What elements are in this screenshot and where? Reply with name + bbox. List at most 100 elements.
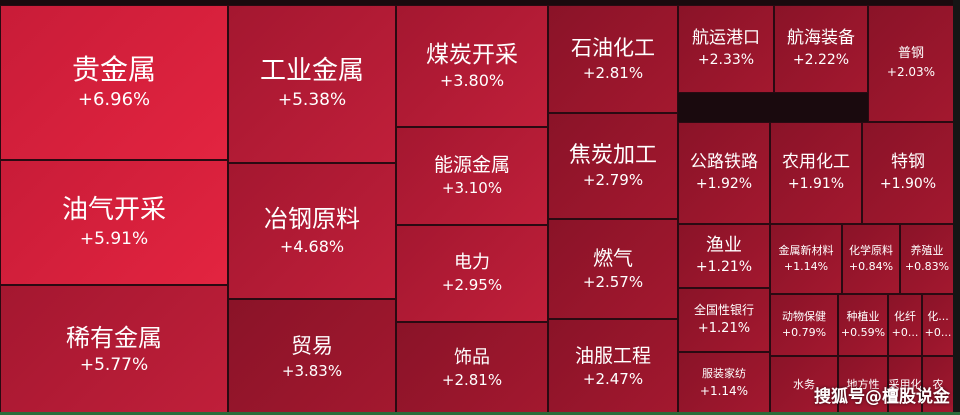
treemap-cell: 工业金属 +5.38%: [228, 5, 396, 163]
treemap-cell: 农: [922, 356, 954, 415]
treemap-cell-name: 燃气: [593, 246, 633, 270]
treemap-cell: 渔业 +1.21%: [678, 224, 770, 288]
treemap-cell-name: 金属新材料: [778, 243, 834, 257]
treemap-cell-value: +2.33%: [697, 51, 755, 68]
treemap-cell-name: 公路铁路: [690, 152, 758, 173]
treemap-cell-value: +1.14%: [783, 260, 829, 274]
treemap-cell-value: +6.96%: [77, 89, 151, 111]
treemap-cell-value: +2.81%: [441, 371, 503, 390]
treemap-cell-value: +0.59%: [840, 326, 886, 340]
treemap-cell: 服装家纺 +1.14%: [678, 352, 770, 415]
treemap-cell: 养殖业 +0.83%: [900, 224, 954, 294]
treemap-cell: 饰品 +2.81%: [396, 322, 548, 415]
treemap-cell-value: +1.92%: [695, 175, 753, 192]
treemap-cell-value: +5.77%: [79, 355, 149, 376]
treemap-cell: 能源金属 +3.10%: [396, 127, 548, 225]
treemap-cell-value: +2.47%: [582, 370, 644, 389]
treemap-cell-name: 油气开采: [61, 194, 166, 225]
treemap-cell-name: 农: [932, 378, 944, 392]
treemap-cell-name: 能源金属: [433, 153, 510, 176]
treemap-cell-name: 航运港口: [692, 28, 760, 49]
treemap-cell-name: 贸易: [291, 334, 333, 359]
treemap-cell-name: 普钢: [897, 46, 924, 62]
treemap-cell-name: 养殖业: [910, 243, 944, 257]
treemap-cell-value: +2.81%: [582, 63, 644, 82]
treemap-cell: 农用化工 +1.91%: [770, 122, 862, 224]
treemap-cell: 焦炭加工 +2.79%: [548, 113, 678, 219]
treemap-cell: 稀有金属 +5.77%: [0, 285, 228, 415]
treemap-cell-value: +3.83%: [281, 361, 343, 380]
treemap-cell-value: +0.84%: [848, 260, 894, 274]
treemap-cell-name: 煤炭开采: [426, 41, 518, 68]
treemap-cell-name: 贵金属: [71, 53, 156, 87]
treemap-cell: 化纤 +0...: [888, 294, 922, 356]
treemap-cell-value: +2.03%: [886, 65, 936, 80]
treemap-cell: 金属新材料 +1.14%: [770, 224, 842, 294]
treemap-cell-name: 特钢: [891, 152, 925, 173]
treemap-cell: 航海装备 +2.22%: [774, 5, 868, 93]
bottom-edge: [0, 412, 960, 415]
treemap-cell-value: +4.68%: [279, 236, 345, 256]
treemap-cell-name: 饰品: [454, 346, 490, 368]
treemap-cell-name: 工业金属: [259, 56, 364, 87]
treemap-cell-value: +3.10%: [441, 179, 503, 198]
treemap-cell-name: 渔业: [706, 234, 742, 256]
treemap-cell-name: 化纤: [894, 309, 916, 323]
treemap-cell-value: +1.21%: [697, 320, 751, 336]
treemap-cell-name: 化...: [927, 309, 949, 323]
treemap-cell-value: +3.80%: [439, 71, 505, 91]
treemap-cell: 水务: [770, 356, 838, 415]
treemap-cell-value: +5.91%: [79, 228, 149, 249]
treemap-cell: 油气开采 +5.91%: [0, 160, 228, 285]
treemap-cell: 贸易 +3.83%: [228, 299, 396, 415]
treemap-cell: 燃气 +2.57%: [548, 219, 678, 319]
treemap-cell-name: 地方性: [846, 378, 880, 392]
treemap-cell-name: 稀有金属: [66, 323, 162, 352]
treemap-cell-value: +1.14%: [699, 384, 749, 399]
treemap-cell: 冶钢原料 +4.68%: [228, 163, 396, 299]
treemap-cell-value: +2.95%: [441, 276, 503, 295]
treemap-cell-name: 油服工程: [574, 344, 651, 367]
right-edge: [953, 0, 960, 415]
treemap-cell: 全国性银行 +1.21%: [678, 288, 770, 352]
treemap-cell-value: +2.22%: [792, 51, 850, 68]
treemap-cell-name: 冶钢原料: [264, 205, 360, 234]
treemap-cell: 地方性: [838, 356, 888, 415]
treemap-cell: 化学原料 +0.84%: [842, 224, 900, 294]
treemap-cell-value: +2.57%: [582, 273, 644, 291]
treemap-cell: 采用化: [888, 356, 922, 415]
treemap-cell-value: +1.91%: [787, 175, 845, 192]
treemap-cell-name: 石油化工: [571, 36, 655, 61]
treemap-cell-name: 全国性银行: [693, 302, 754, 317]
treemap-cell-name: 化学原料: [849, 243, 893, 257]
treemap-cell: 普钢 +2.03%: [868, 5, 954, 122]
treemap-cell-name: 电力: [454, 251, 490, 273]
treemap-cell: 煤炭开采 +3.80%: [396, 5, 548, 127]
treemap-cell-name: 采用化: [888, 378, 922, 392]
treemap-cell-name: 服装家纺: [702, 367, 746, 381]
treemap-cell-name: 水务: [793, 378, 815, 392]
treemap-cell: 公路铁路 +1.92%: [678, 122, 770, 224]
treemap-cell-value: +0...: [924, 326, 952, 340]
treemap-cell-name: 农用化工: [782, 152, 850, 173]
treemap-cell-value: +0.83%: [904, 260, 950, 274]
treemap-cell-value: +1.90%: [879, 175, 937, 192]
treemap-cell: 电力 +2.95%: [396, 225, 548, 322]
treemap-cell-value: +2.79%: [582, 171, 644, 190]
treemap-cell-value: +5.38%: [277, 90, 347, 111]
treemap-cell: 特钢 +1.90%: [862, 122, 954, 224]
treemap-cell: 油服工程 +2.47%: [548, 319, 678, 415]
treemap-cell-name: 航海装备: [787, 28, 855, 49]
treemap-cell: 贵金属 +6.96%: [0, 5, 228, 160]
treemap-cell-name: 种植业: [846, 309, 880, 323]
treemap-cell: 种植业 +0.59%: [838, 294, 888, 356]
treemap-cell: 航运港口 +2.33%: [678, 5, 774, 93]
treemap-cell-value: +0...: [891, 326, 919, 340]
treemap-cell-name: 焦炭加工: [568, 142, 657, 168]
treemap-cell: 动物保健 +0.79%: [770, 294, 838, 356]
treemap-cell: 化... +0...: [922, 294, 954, 356]
treemap-cell-value: +1.21%: [695, 259, 753, 276]
treemap-cell-name: 动物保健: [782, 309, 826, 323]
treemap-cell-value: +0.79%: [781, 326, 827, 340]
